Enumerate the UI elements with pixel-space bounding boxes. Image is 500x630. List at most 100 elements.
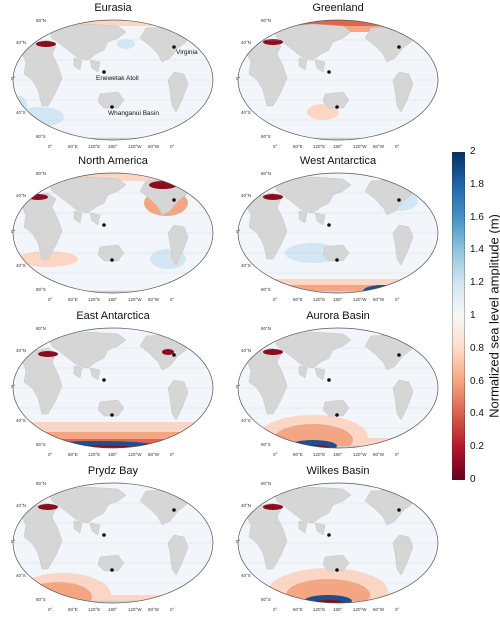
latitude-label: 0° [11,384,16,389]
southern-field-band [13,595,213,603]
map-panel: West Antarctica 80°N 40°N 0° 40°S 80°S 0° 60°E 1… [233,155,443,305]
longitude-label: 0° [170,452,175,457]
longitude-label: 0° [395,607,400,612]
colorbar-tick: 1.6 [470,211,484,223]
latitude-label: 80°S [261,442,271,447]
site-marker [102,70,106,74]
site-marker [172,198,176,202]
map-panel: Eurasia 80°N 40°N 0° 40°S 80°S 0° 60°E 120°E 180°… [8,2,218,152]
longitude-label: 60°E [293,452,303,457]
map-border [12,19,214,141]
land-mass [183,328,199,341]
latitude-label: 40°N [16,503,26,508]
sea-level-anomaly [117,39,135,49]
land-mass [21,502,63,570]
map-border [12,482,214,604]
latitude-label: 0° [11,539,16,544]
latitude-label: 0° [236,76,241,81]
longitude-label: 120°E [88,452,100,457]
longitude-label: 60°W [148,144,160,149]
latitude-label: 40°S [241,263,251,268]
latitude-label: 80°N [36,18,46,23]
land-mass [272,23,352,61]
ice-sheet-signal [263,194,283,200]
land-mass [21,39,63,107]
longitude-label: 120°W [128,297,142,302]
map-panel: Greenland 80°N 40°N 0° 40°S 80°S 0° 60°E 120°E 18… [233,2,443,152]
land-mass [167,379,189,421]
site-marker [327,70,331,74]
latitude-label: 80°N [36,171,46,176]
site-marker [172,45,176,49]
latitude-label: 0° [236,539,241,544]
site-marker [327,223,331,227]
longitude-label: 60°W [148,452,160,457]
colorbar-tick: 1.4 [470,244,484,256]
longitude-label: 60°E [68,144,78,149]
map-panel: Wilkes Basin 80°N 40°N 0° 40°S 80°S 0° 60°E 120°… [233,465,443,615]
site-marker [110,258,114,262]
latitude-label: 40°S [16,263,26,268]
longitude-label: 120°E [313,144,325,149]
panel-title: West Antarctica [299,155,377,167]
land-mass [21,347,63,415]
longitude-label: 120°E [88,144,100,149]
longitude-label: 0° [273,297,278,302]
panel-title: Eurasia [94,2,132,14]
map-projection: 80°N40°N0°40°S80°S0° 60°E 120°E 180° 120°W 60… [11,18,214,149]
longitude-label: 120°W [128,607,142,612]
panel-title: Wilkes Basin [306,465,370,477]
site-label-virginia: Virginia [176,49,198,56]
land-mass [246,192,288,260]
latitude-label: 80°N [261,326,271,331]
site-marker [102,378,106,382]
longitude-label: 60°E [293,607,303,612]
latitude-label: 0° [236,384,241,389]
latitude-label: 80°S [261,287,271,292]
map-panel: Aurora Basin 80°N 40°N 0° 40°S 80°S 0° 60°E 120°… [233,310,443,460]
land-mass [246,502,288,570]
latitude-label: 40°N [16,193,26,198]
site-marker [327,533,331,537]
map-projection: 80°N40°N0°40°S80°S0° 60°E 120°E 180° 120°W 60… [11,326,214,457]
site-marker [172,353,176,357]
land-mass [73,210,101,226]
site-marker [327,378,331,382]
longitude-label: 120°W [353,297,367,302]
longitude-label: 120°W [353,144,367,149]
site-marker [397,198,401,202]
map-projection: 80°N40°N0°40°S80°S0° 60°E 120°E 180° 120°W 60… [236,18,439,149]
longitude-label: 0° [48,607,53,612]
land-mass [47,23,127,61]
ice-sheet-signal [28,194,48,200]
map-border [12,172,214,294]
site-marker [397,45,401,49]
latitude-label: 80°S [36,134,46,139]
latitude-label: 80°N [261,481,271,486]
longitude-label: 120°W [128,144,142,149]
land-mass [73,365,101,381]
longitude-label: 180° [333,607,343,612]
latitude-label: 0° [11,229,16,234]
latitude-label: 80°S [36,597,46,602]
latitude-label: 40°N [241,348,251,353]
colorbar-tick: 1.2 [470,277,484,289]
land-mass [408,328,424,341]
site-label-enewetak: Enewetak Atoll [96,75,139,82]
site-marker [397,508,401,512]
land-mass [298,57,326,73]
land-mass [392,534,414,576]
sea-level-anomaly [24,582,92,603]
longitude-label: 60°E [293,144,303,149]
site-marker [102,223,106,227]
longitude-label: 180° [333,144,343,149]
map-projection: 80°N40°N0°40°S80°S0° 60°E 120°E 180° 120°W 60… [236,326,439,457]
site-marker [335,568,339,572]
longitude-label: 120°E [88,607,100,612]
latitude-label: 80°N [261,171,271,176]
land-mass [73,520,101,536]
site-marker [110,413,114,417]
map-border [237,327,439,449]
colorbar-tick: 0.6 [470,375,484,387]
latitude-label: 0° [236,229,241,234]
